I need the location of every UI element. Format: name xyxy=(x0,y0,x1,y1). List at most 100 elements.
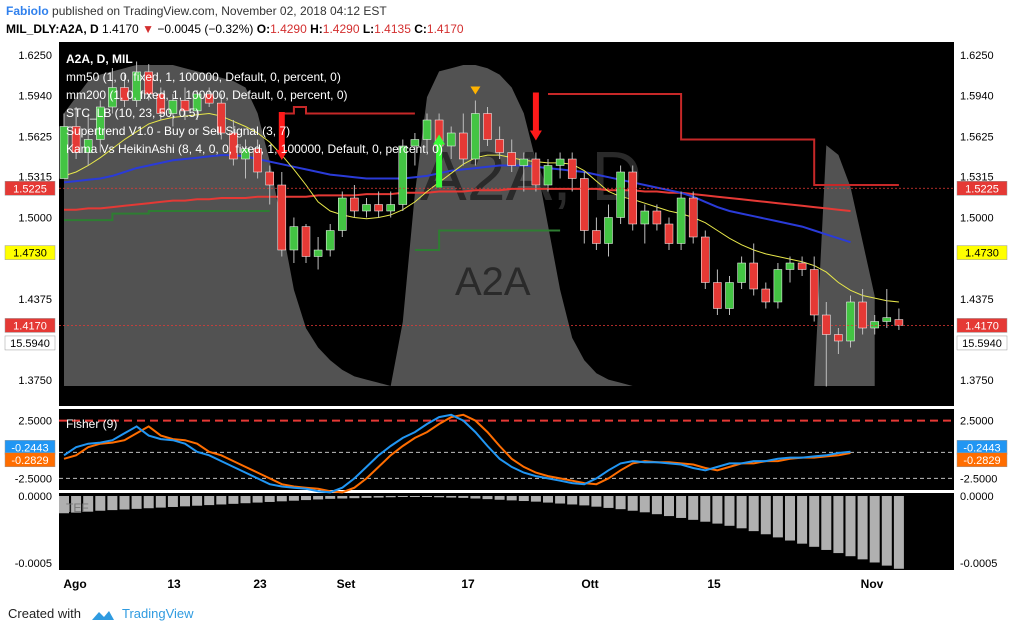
tradingview-link[interactable]: TradingView xyxy=(122,606,194,621)
tef-bar xyxy=(313,496,324,500)
y-tick-label-right: 1.5000 xyxy=(960,213,994,225)
candle-body xyxy=(265,171,274,186)
stc-area xyxy=(64,65,875,386)
open-value: 1.4290 xyxy=(270,22,307,36)
y-tick-label-left: 1.6250 xyxy=(18,50,52,62)
fisher-series xyxy=(59,413,954,494)
x-tick-label: 15 xyxy=(707,577,721,591)
candle-body xyxy=(749,262,758,290)
price-badge-right-bg xyxy=(956,181,1008,196)
x-tick-label: Set xyxy=(337,577,356,591)
tef-bar xyxy=(470,496,481,499)
y-tick-label-right: 1.5315 xyxy=(960,172,994,184)
buy-signal-arrowhead xyxy=(433,134,446,145)
tef-bar xyxy=(180,496,190,507)
low-value: 1.4135 xyxy=(374,22,411,36)
candle-body xyxy=(555,158,565,166)
tef-bar xyxy=(458,496,469,498)
tef-tick-left: 0.0000 xyxy=(18,491,52,503)
fisher-tick-right: 2.5000 xyxy=(960,416,994,428)
price-badge-right-bg xyxy=(956,245,1008,260)
candle-body xyxy=(471,113,480,160)
symbol: MIL_DLY:A2A, D xyxy=(6,22,99,36)
watermark-sub: A2A xyxy=(455,260,531,304)
candle-body xyxy=(483,113,492,140)
candle-body xyxy=(108,87,117,108)
price-badge-left: 15.5940 xyxy=(10,338,50,350)
fisher-tick-left: -2.5000 xyxy=(15,473,52,485)
candle-body xyxy=(761,288,771,303)
candle-body xyxy=(834,334,843,342)
tef-bar xyxy=(797,496,808,544)
legend: A2A, D, MIL mm50 (1, 0, fixed, 1, 100000… xyxy=(66,52,443,515)
candle-body xyxy=(592,230,601,244)
candle-body xyxy=(96,106,105,140)
x-tick-label: Ago xyxy=(63,577,86,591)
axes: 1.6250 1.6250 1.5940 1.5940 1.5625 1.5625 1.53… xyxy=(4,50,1008,591)
tef-bar xyxy=(579,496,590,506)
tef-bar xyxy=(422,496,432,497)
candle-body xyxy=(713,282,722,309)
candle-body xyxy=(495,139,504,153)
candle-body xyxy=(325,230,335,251)
tef-bar xyxy=(349,496,360,499)
high-label: H: xyxy=(310,22,323,36)
candle-body xyxy=(628,171,637,225)
tef-bar xyxy=(446,496,457,498)
candle-body xyxy=(350,197,359,212)
fisher-badge-left: -0.2829 xyxy=(11,455,48,467)
fisher-pane[interactable] xyxy=(59,409,954,490)
tef-bar xyxy=(131,496,142,509)
fisher-tick-left: 2.5000 xyxy=(18,416,52,428)
candle-body xyxy=(567,158,577,179)
tef-bar xyxy=(264,496,275,502)
candle-body xyxy=(446,132,456,147)
legend-line: STC_LB (10, 23, 50, 0.5) xyxy=(66,106,199,120)
tef-bar xyxy=(59,496,69,514)
tef-bar xyxy=(833,496,844,554)
y-tick-label-left: 1.5000 xyxy=(18,213,52,225)
buy-signal-arrow xyxy=(436,142,443,188)
tef-bar xyxy=(627,496,638,511)
fisher-badge-left: -0.2443 xyxy=(11,442,48,454)
tef-tick-right: 0.0000 xyxy=(960,491,994,503)
tef-bar xyxy=(772,496,783,538)
price-badge-left: 1.5225 xyxy=(13,183,47,195)
tef-bar xyxy=(881,496,892,566)
tef-bar xyxy=(107,496,118,511)
tef-bar xyxy=(603,496,614,508)
tef-bar xyxy=(494,496,505,500)
candle-body xyxy=(809,269,819,316)
candle-body xyxy=(83,139,93,153)
signals xyxy=(275,86,542,188)
tef-bar xyxy=(337,496,348,499)
kama-line xyxy=(63,112,899,303)
tef-bar xyxy=(252,496,263,503)
tef-bars xyxy=(59,496,904,569)
legend-title: A2A, D, MIL xyxy=(66,52,133,66)
tef-bar xyxy=(216,496,227,505)
candle-body xyxy=(640,210,650,225)
author-link[interactable]: Fabiolo xyxy=(6,4,49,18)
tef-bar xyxy=(712,496,723,524)
candle-body xyxy=(277,184,287,251)
price-badge-left-bg xyxy=(4,335,56,351)
tef-bar xyxy=(192,496,203,506)
tef-bar xyxy=(155,496,166,508)
fisher-label: Fisher (9) xyxy=(66,417,117,431)
tef-bar xyxy=(361,496,372,498)
watermark-main: A2A, D xyxy=(420,137,642,215)
price-badge-left: 1.4170 xyxy=(13,320,47,332)
y-tick-label-right: 1.4375 xyxy=(960,294,994,306)
tef-bar xyxy=(785,496,795,541)
candle-body xyxy=(374,204,383,212)
tef-bar xyxy=(555,496,566,504)
candle-body xyxy=(858,301,867,329)
price-badge-left-bg xyxy=(4,318,56,333)
legend-line: mm50 (1, 0, fixed, 1, 100000, Default, 0… xyxy=(66,70,341,84)
tef-bar xyxy=(639,496,650,513)
chart[interactable]: A2A, D A2A 1.6250 1.6250 1.5940 1.5940 1.562… xyxy=(0,40,1011,600)
candle-body xyxy=(410,139,420,147)
tef-bar xyxy=(809,496,820,547)
candle-body xyxy=(192,93,202,112)
